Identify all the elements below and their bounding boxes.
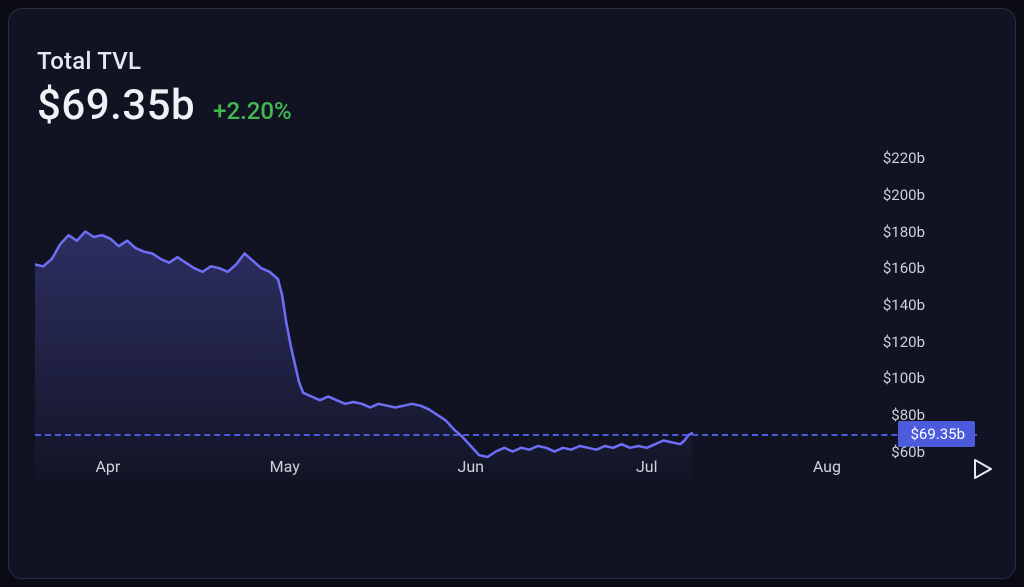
chart-plot[interactable] bbox=[35, 149, 873, 479]
y-tick-label: $80b bbox=[891, 406, 925, 424]
chart-value: $69.35b bbox=[37, 81, 195, 130]
value-row: $69.35b +2.20% bbox=[37, 81, 292, 130]
play-icon[interactable] bbox=[973, 458, 993, 480]
y-tick-label: $60b bbox=[891, 443, 925, 461]
chart-delta: +2.20% bbox=[213, 97, 292, 125]
y-tick-label: $160b bbox=[883, 259, 925, 277]
chart-card: Total TVL $69.35b +2.20% - $69.35b AprMa… bbox=[8, 8, 1016, 579]
y-tick-label: $100b bbox=[883, 369, 925, 387]
y-tick-label: $200b bbox=[883, 186, 925, 204]
x-tick-label: Aug bbox=[813, 457, 841, 476]
y-tick-label: $220b bbox=[883, 149, 925, 167]
x-tick-label: May bbox=[270, 457, 300, 476]
x-tick-label: Apr bbox=[95, 457, 120, 476]
area-chart-svg bbox=[35, 149, 873, 479]
y-tick-label: $120b bbox=[883, 333, 925, 351]
y-tick-label: $180b bbox=[883, 223, 925, 241]
y-tick-label: $140b bbox=[883, 296, 925, 314]
x-tick-label: Jun bbox=[458, 457, 484, 476]
y-axis: $60b $80b $100b $120b $140b $160b $180b $200b $2… bbox=[869, 59, 999, 459]
x-tick-label: Jul bbox=[636, 457, 658, 476]
chart-title: Total TVL bbox=[37, 47, 292, 75]
chart-header: Total TVL $69.35b +2.20% bbox=[37, 47, 292, 130]
x-axis: Apr May Jun Jul Aug bbox=[35, 457, 873, 487]
area-fill bbox=[35, 232, 692, 480]
reference-line bbox=[35, 434, 977, 436]
